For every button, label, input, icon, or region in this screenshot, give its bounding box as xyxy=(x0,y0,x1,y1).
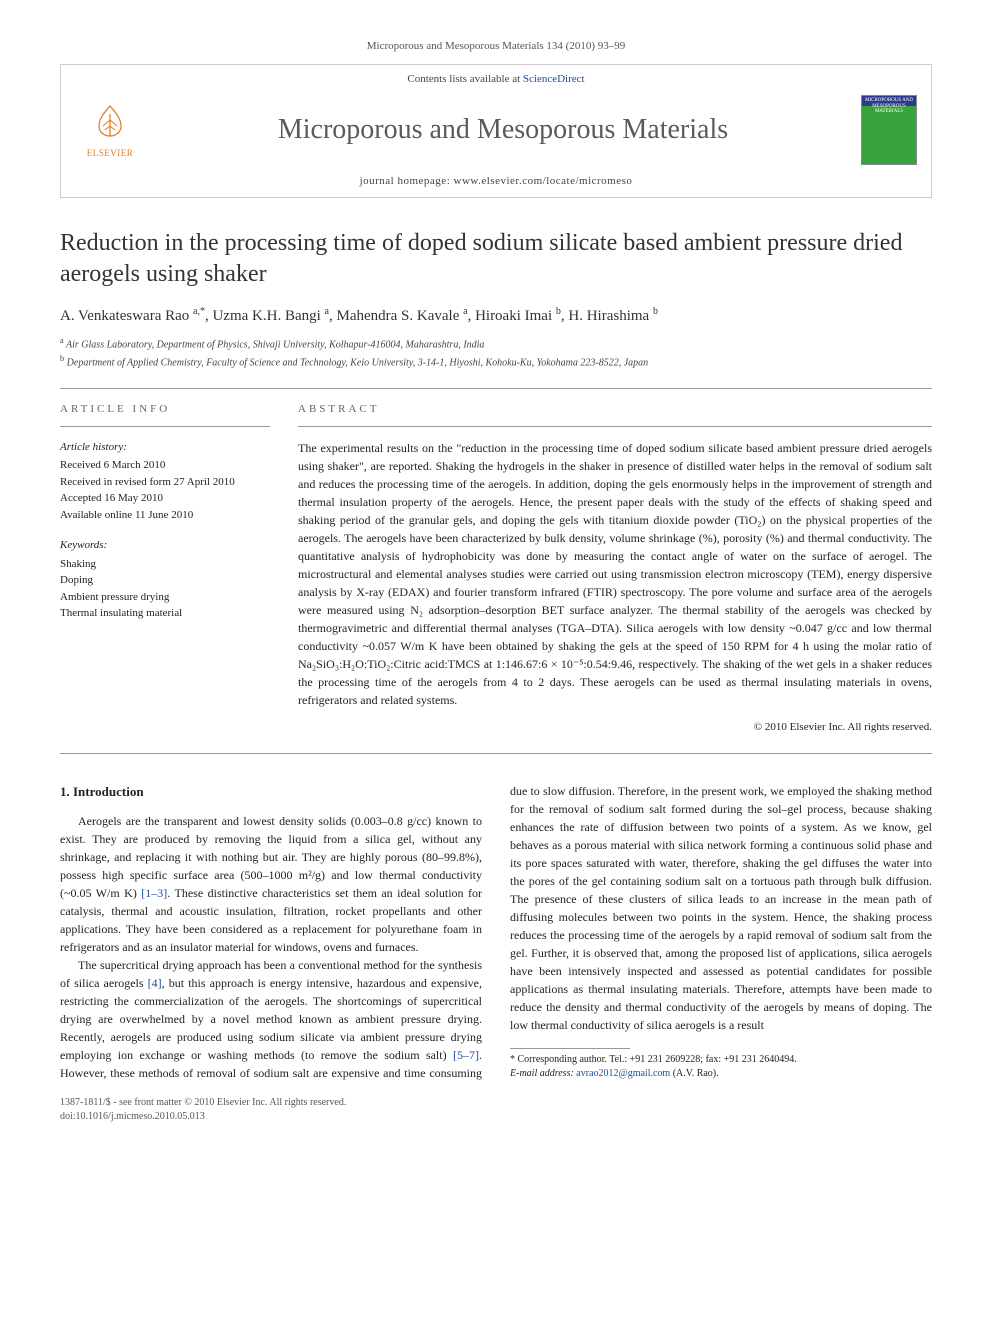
journal-reference: Microporous and Mesoporous Materials 134… xyxy=(60,40,932,52)
body-paragraph: Aerogels are the transparent and lowest … xyxy=(60,812,482,956)
article-history-head: Article history: xyxy=(60,439,270,456)
keywords-block: Keywords: Shaking Doping Ambient pressur… xyxy=(60,537,270,622)
divider xyxy=(60,388,932,389)
elsevier-tree-icon xyxy=(75,102,145,148)
affiliation-b: b Department of Applied Chemistry, Facul… xyxy=(60,353,932,370)
header-mid: ELSEVIER Microporous and Mesoporous Mate… xyxy=(61,89,931,171)
elsevier-text: ELSEVIER xyxy=(75,148,145,158)
article-info-column: article info Article history: Received 6… xyxy=(60,401,270,735)
abstract-text: The experimental results on the "reducti… xyxy=(298,439,932,709)
header-box: Contents lists available at ScienceDirec… xyxy=(60,64,932,198)
info-abstract-row: article info Article history: Received 6… xyxy=(60,401,932,735)
divider xyxy=(60,753,932,754)
footnote-divider xyxy=(510,1048,630,1049)
affiliation-a: a Air Glass Laboratory, Department of Ph… xyxy=(60,335,932,352)
contents-prefix: Contents lists available at xyxy=(407,73,522,85)
affiliation-b-text: Department of Applied Chemistry, Faculty… xyxy=(67,357,649,368)
journal-cover-thumbnail: MICROPOROUS AND MESOPOROUS MATERIALS xyxy=(861,95,917,165)
keyword: Shaking xyxy=(60,556,270,573)
page-footer: 1387-1811/$ - see front matter © 2010 El… xyxy=(60,1096,932,1124)
keywords-head: Keywords: xyxy=(60,537,270,554)
history-line: Received in revised form 27 April 2010 xyxy=(60,474,270,491)
citation-link[interactable]: [4] xyxy=(148,976,162,990)
corresponding-author-footnote: * Corresponding author. Tel.: +91 231 26… xyxy=(510,1053,932,1081)
history-line: Received 6 March 2010 xyxy=(60,457,270,474)
article-info-head: article info xyxy=(60,401,270,418)
elsevier-logo: ELSEVIER xyxy=(75,102,145,158)
abstract-column: abstract The experimental results on the… xyxy=(298,401,932,735)
history-line: Accepted 16 May 2010 xyxy=(60,490,270,507)
history-line: Available online 11 June 2010 xyxy=(60,507,270,524)
divider xyxy=(298,426,932,427)
contents-line: Contents lists available at ScienceDirec… xyxy=(61,65,931,89)
footnote-email-suffix: (A.V. Rao). xyxy=(670,1068,718,1079)
abstract-head: abstract xyxy=(298,401,932,418)
footnote-email-label: E-mail address: xyxy=(510,1068,576,1079)
keyword: Doping xyxy=(60,572,270,589)
abstract-copyright: © 2010 Elsevier Inc. All rights reserved… xyxy=(298,719,932,736)
footer-copyright: 1387-1811/$ - see front matter © 2010 El… xyxy=(60,1096,932,1110)
affiliations: a Air Glass Laboratory, Department of Ph… xyxy=(60,335,932,370)
footer-doi: doi:10.1016/j.micmeso.2010.05.013 xyxy=(60,1110,932,1124)
footnote-line: * Corresponding author. Tel.: +91 231 26… xyxy=(510,1054,797,1065)
journal-homepage: journal homepage: www.elsevier.com/locat… xyxy=(61,171,931,197)
citation-link[interactable]: [1–3] xyxy=(141,886,167,900)
sciencedirect-link[interactable]: ScienceDirect xyxy=(523,73,585,85)
divider xyxy=(60,426,270,427)
article-history-block: Article history: Received 6 March 2010 R… xyxy=(60,439,270,524)
paper-title: Reduction in the processing time of dope… xyxy=(60,228,932,290)
authors: A. Venkateswara Rao a,*, Uzma K.H. Bangi… xyxy=(60,306,932,325)
body-columns: 1. Introduction Aerogels are the transpa… xyxy=(60,782,932,1082)
journal-cover-text: MICROPOROUS AND MESOPOROUS MATERIALS xyxy=(864,98,914,115)
journal-title: Microporous and Mesoporous Materials xyxy=(145,114,861,146)
citation-link[interactable]: [5–7] xyxy=(453,1048,479,1062)
keyword: Ambient pressure drying xyxy=(60,589,270,606)
section-heading: 1. Introduction xyxy=(60,782,482,802)
keyword: Thermal insulating material xyxy=(60,605,270,622)
footnote-email-link[interactable]: avrao2012@gmail.com xyxy=(576,1068,670,1079)
affiliation-a-text: Air Glass Laboratory, Department of Phys… xyxy=(66,340,484,351)
